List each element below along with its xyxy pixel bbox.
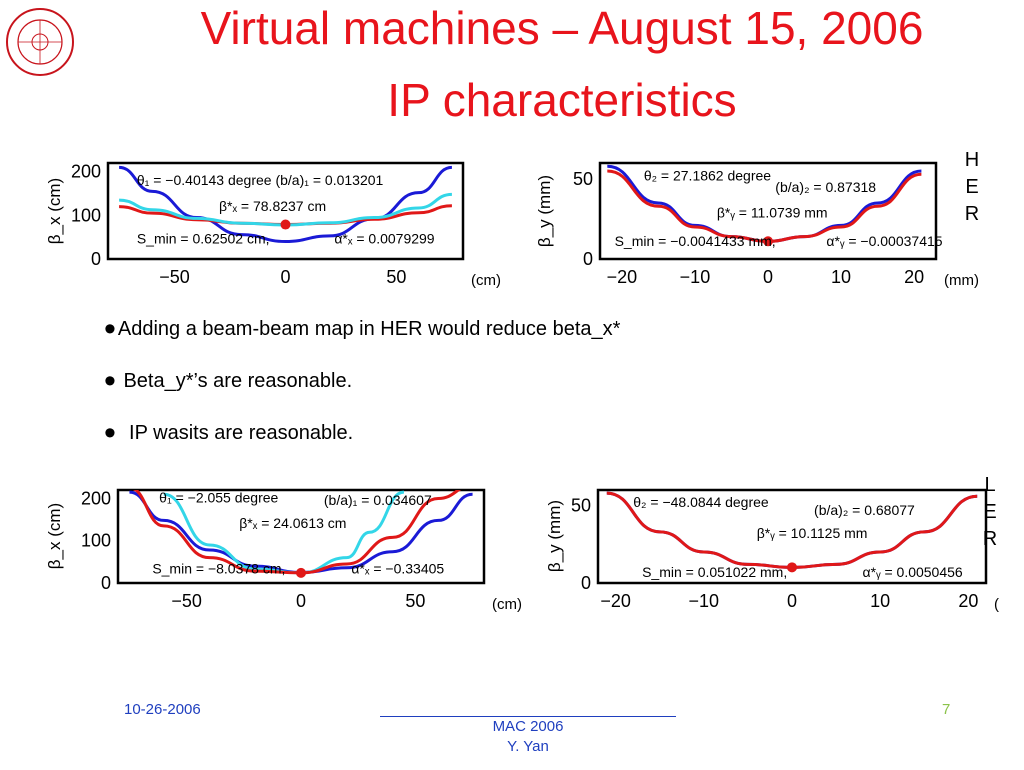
- y-tick-label: 50: [573, 169, 593, 189]
- y-tick-label: 50: [571, 496, 591, 516]
- x-tick-label: −20: [607, 267, 638, 287]
- bullet-text: IP wasits are reasonable.: [129, 422, 354, 444]
- x-axis-label: (mm): [944, 272, 979, 289]
- x-axis-label: (mm): [994, 596, 1000, 613]
- x-axis-label: (cm): [492, 596, 522, 613]
- plot-annotation: θ₂ = −48.0844 degree: [633, 494, 769, 510]
- plot-annotation: β*ᵧ = 10.1125 mm: [757, 525, 868, 541]
- ler-beta-y-plot: 0 50 −20 −10 0 10 20 β_y (mm) (mm) θ₂ = −48.0844 …: [545, 488, 1000, 613]
- x-tick-label: 10: [870, 591, 890, 611]
- y-tick-label: 0: [101, 573, 111, 593]
- plot-annotation: θ₂ = 27.1862 degree: [644, 168, 771, 184]
- her-letter: E: [965, 176, 979, 198]
- x-tick-label: −50: [159, 267, 190, 287]
- plot-annotation: α*ₓ = 0.0079299: [334, 230, 434, 246]
- footer-rule: [380, 716, 676, 717]
- y-tick-label: 200: [81, 488, 111, 508]
- plot-annotation: θ₁ = −2.055 degree: [159, 490, 278, 506]
- her-letter: R: [964, 203, 980, 225]
- plot-annotation: S_min = 0.051022 mm,: [642, 564, 787, 580]
- ler-letter: E: [983, 501, 997, 523]
- slide-title-line2: IP characteristics: [387, 74, 737, 126]
- plot-annotation: S_min = 0.62502 cm,: [137, 230, 270, 246]
- bullet-text: Adding a beam-beam map in HER would redu…: [117, 318, 621, 340]
- her-beta-x-plot: 0 100 200 −50 0 50 β_x (cm) (cm) θ₁ = −0.40143 d…: [45, 162, 501, 289]
- ip-marker-point: [763, 236, 773, 247]
- x-tick-label: 50: [386, 267, 406, 287]
- series-line-0: [118, 165, 453, 244]
- ler-beta-x-plot: 0 100 200 −50 0 50 β_x (cm) (cm) θ₁ = −2.055 deg…: [45, 488, 522, 613]
- plot-annotation: α*ᵧ = −0.00037415: [826, 233, 942, 249]
- plot-annotation: (b/a)₂ = 0.87318: [775, 179, 876, 195]
- her-beta-y-plot: 0 50 −20 −10 0 10 20 β_y (mm) (mm) θ₂ = 27.1862 d…: [535, 161, 979, 289]
- plot-annotation: β*ᵧ = 11.0739 mm: [717, 204, 828, 220]
- x-tick-label: 0: [787, 591, 797, 611]
- ip-marker-point: [280, 219, 291, 230]
- bullet-dot-icon: •: [104, 362, 116, 400]
- y-tick-label: 0: [583, 249, 593, 269]
- plot-annotation: β*ₓ = 78.8237 cm: [219, 198, 326, 214]
- bullet-dot-icon: •: [104, 414, 116, 452]
- x-tick-label: −20: [600, 591, 631, 611]
- ler-letter: R: [982, 528, 998, 550]
- bullet-item: • IP wasits are reasonable.: [104, 414, 353, 453]
- bullet-item: • Beta_y*’s are reasonable.: [104, 362, 352, 401]
- y-axis-label: β_y (mm): [535, 175, 554, 247]
- x-tick-label: 50: [405, 591, 425, 611]
- plot-annotation: β*ₓ = 24.0613 cm: [239, 515, 346, 531]
- y-axis-label: β_x (cm): [45, 503, 64, 569]
- x-tick-label: −50: [171, 591, 202, 611]
- footer-conference: MAC 2006: [492, 718, 564, 735]
- y-axis-label: β_x (cm): [45, 178, 64, 244]
- x-tick-label: 20: [958, 591, 978, 611]
- x-tick-label: −10: [689, 591, 720, 611]
- page-number: 7: [942, 701, 951, 718]
- footer-date: 10-26-2006: [124, 701, 201, 718]
- ip-marker-point: [296, 567, 306, 578]
- y-tick-label: 0: [91, 249, 101, 269]
- plot-annotation: S_min = −0.0041433 mm,: [615, 233, 776, 249]
- slide-title-line1: Virtual machines – August 15, 2006: [200, 2, 924, 54]
- her-letter: H: [964, 149, 980, 171]
- y-axis-label: β_y (mm): [545, 500, 564, 572]
- plot-annotation: α*ᵧ = 0.0050456: [863, 564, 963, 580]
- university-seal-icon: [6, 8, 74, 76]
- plot-annotation: (b/a)₂ = 0.68077: [814, 502, 915, 518]
- x-tick-label: 0: [296, 591, 306, 611]
- x-tick-label: 20: [904, 267, 924, 287]
- x-tick-label: 0: [280, 267, 290, 287]
- plot-annotation: (b/a)₁ = 0.034607: [324, 492, 432, 508]
- bullet-item: • Adding a beam-beam map in HER would red…: [104, 310, 620, 349]
- footer-center: MAC 2006 Y. Yan: [380, 708, 676, 757]
- x-tick-label: 0: [763, 267, 773, 287]
- x-tick-label: 10: [831, 267, 851, 287]
- ip-marker-point: [787, 562, 797, 573]
- bullet-text: Beta_y*’s are reasonable.: [123, 370, 353, 392]
- plot-annotation: S_min = −8.0378 cm,: [152, 561, 285, 577]
- x-tick-label: −10: [680, 267, 711, 287]
- her-label: H E R: [962, 147, 982, 228]
- footer-author: Y. Yan: [507, 738, 549, 755]
- plot-annotation: θ₁ = −0.40143 degree (b/a)₁ = 0.013201: [137, 172, 384, 188]
- plot-annotation: α*ₓ = −0.33405: [351, 561, 444, 577]
- ler-letter: L: [984, 474, 996, 496]
- y-tick-label: 0: [581, 573, 591, 593]
- x-axis-label: (cm): [471, 272, 501, 289]
- ler-label: L E R: [980, 472, 1000, 553]
- bullet-dot-icon: •: [104, 310, 116, 348]
- y-tick-label: 100: [71, 205, 101, 225]
- y-tick-label: 100: [81, 531, 111, 551]
- y-tick-label: 200: [71, 162, 101, 182]
